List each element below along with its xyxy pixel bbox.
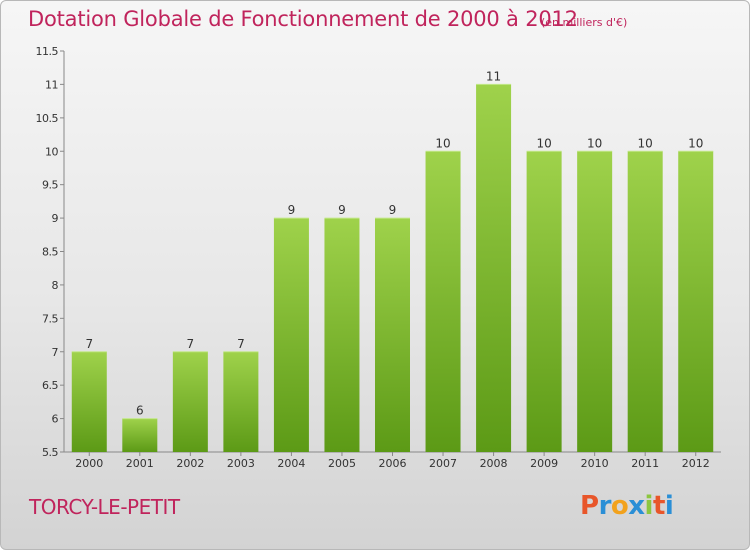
x-tick-label: 2006 xyxy=(379,457,407,470)
x-tick-label: 2005 xyxy=(328,457,356,470)
x-tick-label: 2002 xyxy=(176,457,204,470)
bar-value-label: 7 xyxy=(85,337,93,351)
bar xyxy=(172,351,208,452)
bar-value-label: 10 xyxy=(688,136,703,150)
bar-value-label: 9 xyxy=(389,203,397,217)
x-tick-label: 2008 xyxy=(480,457,508,470)
chart-title: Dotation Globale de Fonctionnement de 20… xyxy=(28,7,578,31)
bar-value-label: 10 xyxy=(638,136,653,150)
y-tick-label: 9 xyxy=(52,212,59,225)
y-tick-label: 7.5 xyxy=(42,312,58,325)
logo-letter: i xyxy=(664,491,674,521)
bar-value-label: 11 xyxy=(486,69,501,83)
y-tick-label: 11.5 xyxy=(36,45,59,58)
y-tick-label: 5.5 xyxy=(42,446,58,459)
logo-letter: r xyxy=(598,491,612,521)
bar-value-label: 6 xyxy=(136,404,144,418)
bar xyxy=(122,418,158,452)
y-tick-label: 8.5 xyxy=(42,246,58,259)
logo-letter: t xyxy=(652,491,665,521)
x-tick-label: 2009 xyxy=(530,457,558,470)
bar xyxy=(678,151,714,452)
x-tick-label: 2001 xyxy=(126,457,154,470)
bar-value-label: 10 xyxy=(587,136,602,150)
chart-unit: (en milliers d'€) xyxy=(541,16,628,29)
y-tick-label: 10.5 xyxy=(36,112,59,125)
y-tick-label: 10 xyxy=(45,145,58,158)
x-tick-label: 2012 xyxy=(682,457,710,470)
x-tick-label: 2003 xyxy=(227,457,255,470)
bar xyxy=(324,218,360,452)
bar xyxy=(375,218,410,452)
x-tick-label: 2007 xyxy=(429,457,457,470)
logo-letter: o xyxy=(610,491,629,521)
y-tick-label: 7 xyxy=(52,346,59,359)
bar xyxy=(223,351,259,452)
y-tick-label: 8 xyxy=(52,279,59,292)
y-tick-label: 6.5 xyxy=(42,379,58,392)
bar-value-label: 10 xyxy=(536,136,551,150)
bar xyxy=(71,351,107,452)
logo-letter: i xyxy=(644,491,654,521)
bar xyxy=(425,151,461,452)
bar-value-label: 9 xyxy=(338,203,346,217)
bar xyxy=(526,151,562,452)
y-tick-label: 9.5 xyxy=(42,179,58,192)
logo-letter: x xyxy=(628,491,645,521)
x-tick-label: 2000 xyxy=(75,457,103,470)
x-tick-label: 2004 xyxy=(277,457,305,470)
bar xyxy=(627,151,663,452)
bar-value-label: 7 xyxy=(187,337,195,351)
plot-area: 5.5 6 6.5 7 7.5 8 8.5 9 9.5 10 10.5 11 11.5 7 2000 6 200… xyxy=(36,45,721,470)
y-tick-label: 11 xyxy=(45,78,58,91)
bar-value-label: 9 xyxy=(288,203,296,217)
proxiti-logo: Proxiti xyxy=(580,491,674,521)
place-name: TORCY-LE-PETIT xyxy=(29,495,180,519)
x-tick-label: 2011 xyxy=(631,457,659,470)
bar xyxy=(476,84,512,453)
bar xyxy=(273,218,309,452)
x-tick-label: 2010 xyxy=(581,457,609,470)
bar xyxy=(577,151,613,452)
bar-value-label: 7 xyxy=(237,337,245,351)
bar-value-label: 10 xyxy=(435,136,450,150)
y-tick-label: 6 xyxy=(52,413,59,426)
logo-letter: P xyxy=(580,491,599,521)
